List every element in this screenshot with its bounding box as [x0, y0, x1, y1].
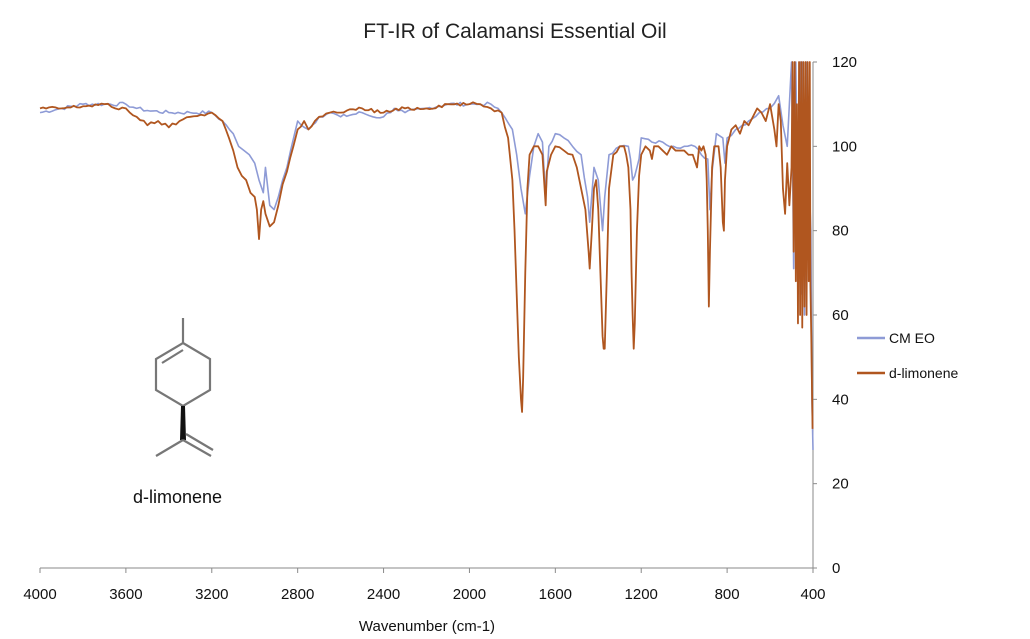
- series-line-cm-eo: [39, 61, 814, 450]
- x-tick-label: 2800: [281, 586, 314, 603]
- cyclohexene-ring: [154, 341, 212, 408]
- y-tick-label: 20: [832, 476, 849, 493]
- isopropenyl-methyl-bond: [155, 439, 184, 457]
- x-tick-label: 800: [715, 586, 740, 603]
- series-line-d-limonene: [39, 61, 814, 429]
- x-tick-label: 400: [800, 586, 825, 603]
- chart-title: FT-IR of Calamansi Essential Oil: [363, 20, 666, 43]
- y-tick-label: 60: [832, 307, 849, 324]
- x-axis-label: Wavenumber (cm-1): [359, 618, 495, 635]
- annotation-d-limonene: d-limonene: [133, 487, 222, 507]
- x-tick-label: 4000: [23, 586, 56, 603]
- y-tick-label: 120: [832, 54, 857, 71]
- y-tick-label: 0: [832, 560, 840, 577]
- x-tick-label: 1600: [539, 586, 572, 603]
- legend-label: CM EO: [889, 330, 935, 346]
- d-limonene-structure: d-limonene: [133, 318, 222, 507]
- x-ticks: 4000 3600 3200 2800 2400 2000 1600 1200 800 400: [23, 568, 826, 603]
- x-tick-label: 3200: [195, 586, 228, 603]
- ring-double-bond: [161, 349, 184, 364]
- x-tick-label: 3600: [109, 586, 142, 603]
- y-tick-label: 40: [832, 391, 849, 408]
- legend: CM EO d-limonene: [857, 330, 958, 381]
- wedge-bond: [180, 406, 186, 440]
- series-group: [39, 61, 814, 450]
- isopropenyl-double-bond-b: [185, 433, 214, 451]
- y-tick-label: 100: [832, 138, 857, 155]
- x-tick-label: 2000: [453, 586, 486, 603]
- isopropenyl-double-bond-a: [182, 439, 212, 457]
- y-tick-label: 80: [832, 223, 849, 240]
- x-tick-label: 2400: [367, 586, 400, 603]
- x-tick-label: 1200: [625, 586, 658, 603]
- y-ticks: 0 20 40 60 80 100 120: [813, 54, 857, 577]
- legend-label: d-limonene: [889, 365, 958, 381]
